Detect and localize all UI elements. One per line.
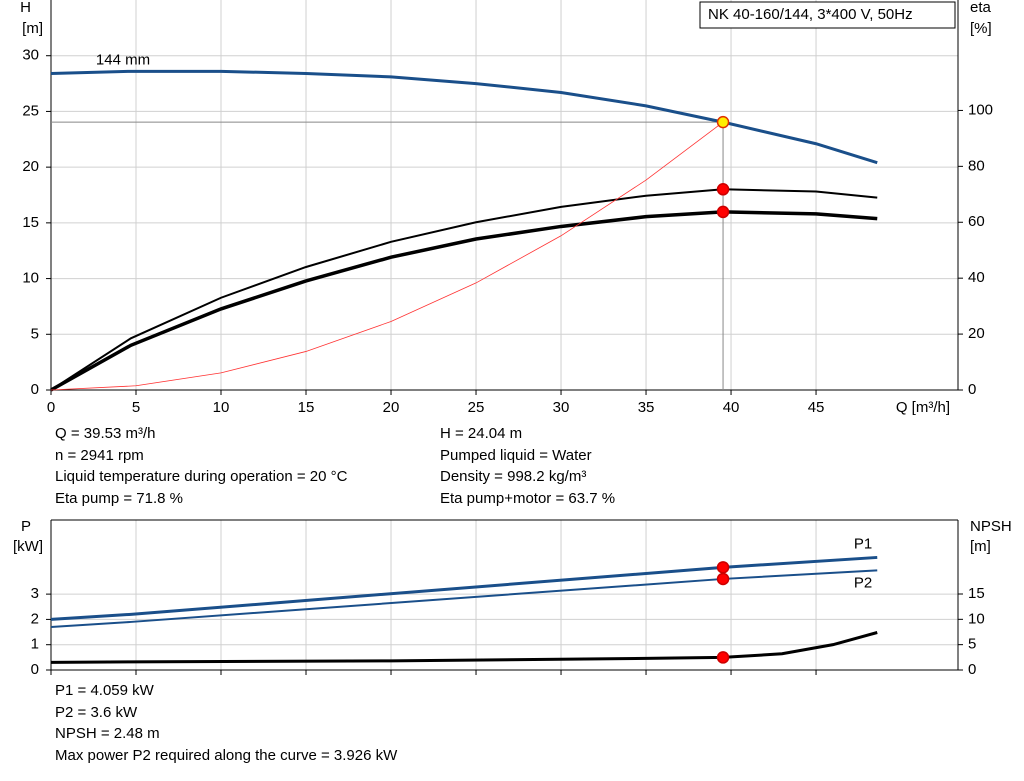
y-axis-label: [kW] xyxy=(13,538,43,555)
y2-tick-label: 10 xyxy=(968,610,985,627)
info-line: NPSH = 2.48 m xyxy=(55,725,160,742)
operating-point xyxy=(716,205,730,219)
info-line: P1 = 4.059 kW xyxy=(55,682,154,699)
y2-tick-label: 5 xyxy=(968,636,976,653)
y2-axis-label: NPSH xyxy=(970,518,1012,535)
operating-point xyxy=(716,115,730,129)
info-line: Pumped liquid = Water xyxy=(440,446,592,464)
y2-tick-label: 100 xyxy=(968,101,993,118)
x-tick-label: 35 xyxy=(638,399,655,416)
curve xyxy=(50,188,878,391)
y-axis-label: H xyxy=(20,0,31,16)
info-bottom: P1 = 4.059 kW P2 = 3.6 kW NPSH = 2.48 m … xyxy=(55,680,397,766)
info-top-right: H = 24.04 m Pumped liquid = Water Densit… xyxy=(440,423,615,509)
x-tick-label: 0 xyxy=(47,399,55,416)
info-top-left: Q = 39.53 m³/h n = 2941 rpm Liquid tempe… xyxy=(55,423,347,509)
x-tick-label: 5 xyxy=(132,399,140,416)
operating-point xyxy=(716,651,730,664)
info-line: Q = 39.53 m³/h xyxy=(55,425,156,442)
series-label: P2 xyxy=(854,574,872,591)
curve xyxy=(50,569,878,628)
y-tick-label: 25 xyxy=(22,102,39,119)
info-line: Liquid temperature during operation = 20… xyxy=(55,468,348,485)
x-tick-label: 20 xyxy=(383,399,400,416)
curve xyxy=(50,69,878,165)
info-line: Eta pump = 71.8 % xyxy=(55,489,183,507)
y-tick-label: 2 xyxy=(31,610,39,627)
y-tick-label: 5 xyxy=(31,325,39,342)
x-tick-label: 25 xyxy=(468,399,485,416)
info-line: Max power P2 required along the curve = … xyxy=(55,746,398,764)
y2-axis-label: eta xyxy=(970,0,992,16)
y2-axis-label: [m] xyxy=(970,538,991,555)
info-line: H = 24.04 m xyxy=(440,425,523,442)
x-tick-label: 45 xyxy=(808,399,825,416)
y-axis-label: [m] xyxy=(22,20,43,37)
y-tick-label: 3 xyxy=(31,585,39,602)
y-tick-label: 30 xyxy=(22,47,39,64)
info-line: Eta pump+motor = 63.7 % xyxy=(440,489,616,507)
curve xyxy=(50,631,878,664)
series-label: P1 xyxy=(854,535,872,552)
y2-tick-label: 15 xyxy=(968,585,985,602)
x-tick-label: 15 xyxy=(298,399,315,416)
info-line: n = 2941 rpm xyxy=(55,446,144,464)
y-tick-label: 1 xyxy=(31,636,39,653)
chart-title: NK 40-160/144, 3*400 V, 50Hz xyxy=(708,6,913,23)
y-tick-label: 20 xyxy=(22,158,39,175)
curve xyxy=(50,555,878,621)
operating-point xyxy=(716,561,730,574)
y2-tick-label: 60 xyxy=(968,213,985,230)
x-axis-label: Q [m³/h] xyxy=(896,399,950,416)
operating-point xyxy=(716,572,730,586)
y-tick-label: 0 xyxy=(31,381,39,398)
series-label: 144 mm xyxy=(96,51,150,68)
x-tick-label: 40 xyxy=(723,399,740,416)
curve xyxy=(50,121,724,391)
info-line: P2 = 3.6 kW xyxy=(55,703,138,721)
operating-point xyxy=(716,183,730,196)
y-axis-label: P xyxy=(21,518,31,535)
y2-axis-label: [%] xyxy=(970,20,992,37)
x-tick-label: 30 xyxy=(553,399,570,416)
x-tick-label: 10 xyxy=(213,399,230,416)
y2-tick-label: 0 xyxy=(968,661,976,678)
title-box xyxy=(699,1,956,29)
y-tick-label: 0 xyxy=(31,661,39,678)
y2-tick-label: 80 xyxy=(968,157,985,174)
y2-tick-label: 20 xyxy=(968,325,985,342)
y2-tick-label: 40 xyxy=(968,269,985,286)
curve xyxy=(50,210,878,392)
y-tick-label: 15 xyxy=(22,214,39,231)
y-tick-label: 10 xyxy=(22,270,39,287)
y2-tick-label: 0 xyxy=(968,381,976,398)
info-line: Density = 998.2 kg/m³ xyxy=(440,468,587,485)
